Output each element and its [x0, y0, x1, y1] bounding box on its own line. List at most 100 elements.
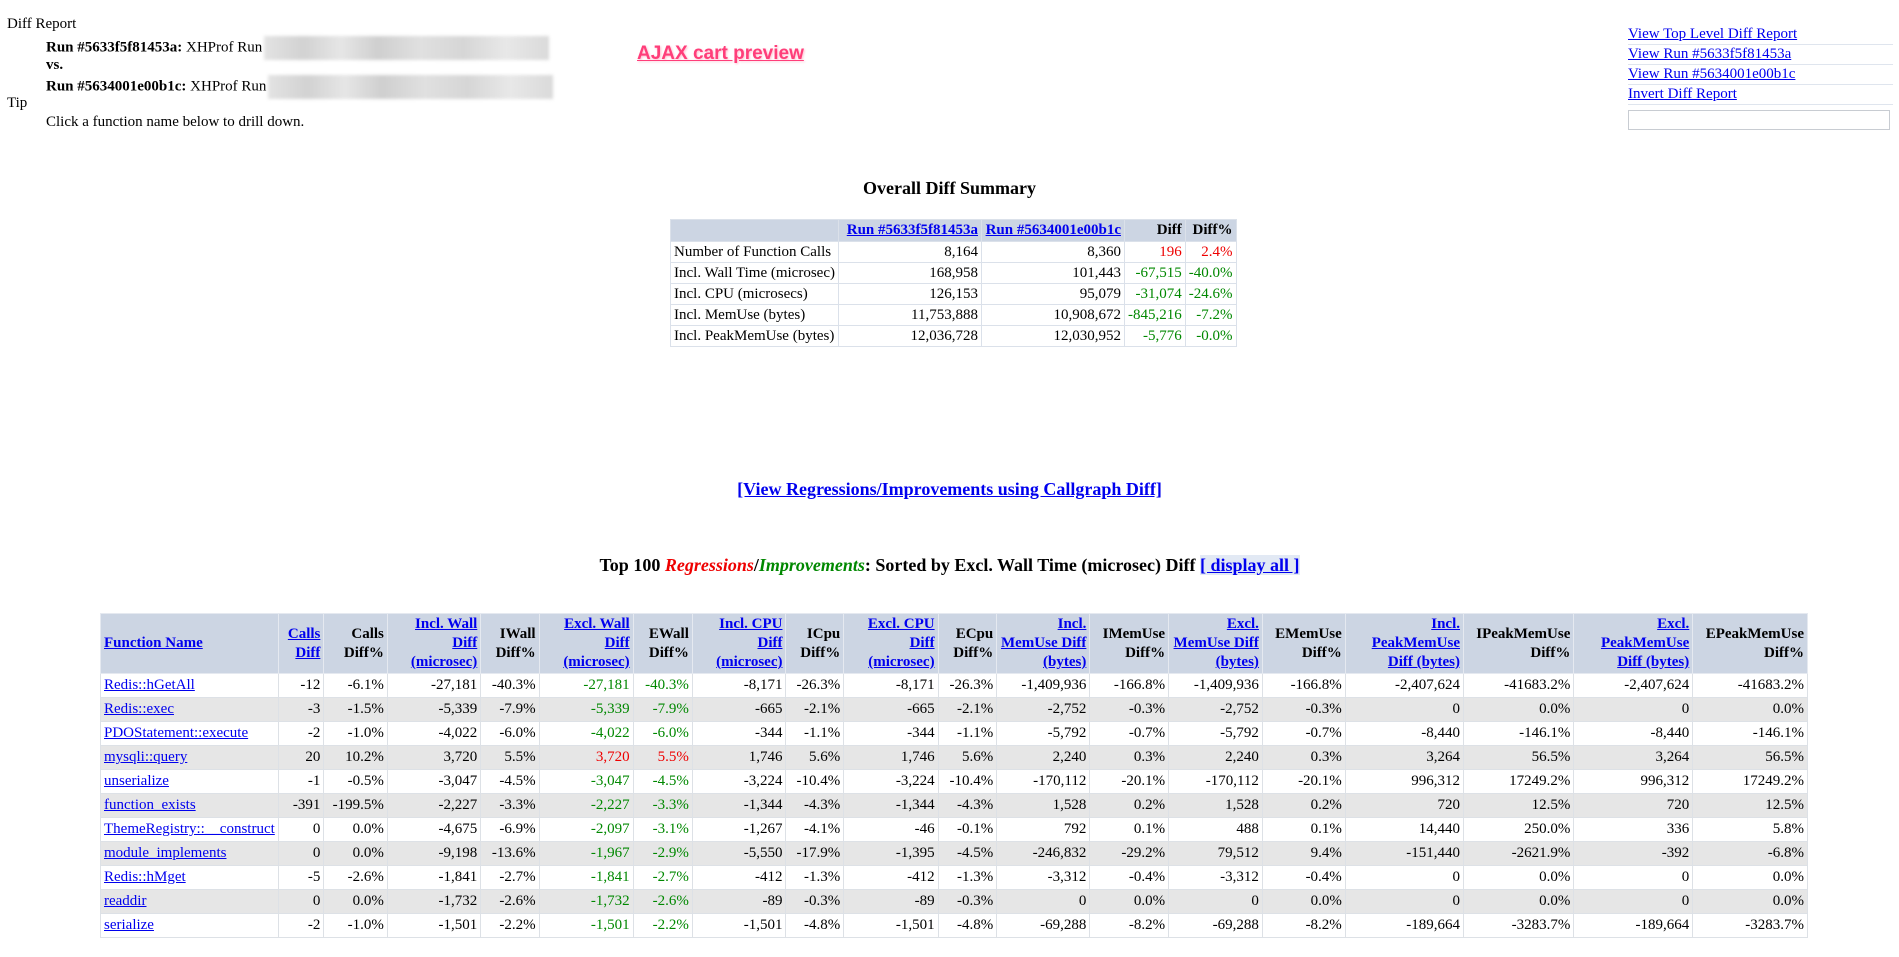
- metric-cell: -344: [843, 721, 939, 746]
- redacted-run1-description: [264, 36, 550, 60]
- column-sort-link[interactable]: Function Name: [104, 635, 203, 651]
- metric-cell: -189,664: [1573, 913, 1694, 938]
- metric-cell: 56.5%: [1462, 745, 1575, 770]
- metric-cell: -8.2%: [1261, 913, 1346, 938]
- run1-description: XHProf Run: [186, 39, 263, 56]
- metric-cell: -89: [843, 889, 939, 914]
- metric-cell: -5,792: [996, 721, 1091, 746]
- metric-cell: 3,720: [386, 745, 482, 770]
- summary-run2-link[interactable]: Run #5634001e00b1c: [985, 222, 1121, 238]
- metric-cell: 0.0%: [1089, 889, 1170, 914]
- function-link[interactable]: unserialize: [104, 773, 169, 789]
- metric-cell: 0: [1573, 865, 1694, 890]
- metric-cell: 0.3%: [1089, 745, 1170, 770]
- summary-diff-value: -5,776: [1124, 325, 1186, 347]
- metric-cell: 1,528: [1168, 793, 1263, 818]
- redacted-run2-description: [268, 75, 554, 99]
- column-header: Incl. Wall Diff (microsec): [386, 613, 482, 674]
- metric-cell: -4,022: [386, 721, 482, 746]
- metric-cell: -2.6%: [632, 889, 693, 914]
- function-link[interactable]: Redis::exec: [104, 701, 174, 717]
- column-sort-link[interactable]: Excl. CPU Diff (microsec): [867, 616, 935, 670]
- metric-cell: -3.3%: [632, 793, 693, 818]
- metric-cell: 5.5%: [480, 745, 540, 770]
- summary-diff-value: -67,515: [1124, 262, 1186, 284]
- metric-cell: -2.1%: [937, 697, 998, 722]
- function-row: mysqli::query 20 10.2% 3,720 5.5% 3,720 5.5% 1,…: [100, 745, 1808, 770]
- column-sort-link[interactable]: Excl. MemUse Diff (bytes): [1173, 616, 1259, 670]
- function-link[interactable]: module_implements: [104, 845, 227, 861]
- metric-cell: -12: [277, 673, 325, 698]
- metric-cell: 0: [1344, 697, 1465, 722]
- summary-row-label: Incl. CPU (microsecs): [670, 283, 839, 305]
- run2-description: XHProf Run: [190, 78, 267, 95]
- display-all-link[interactable]: [ display all ]: [1200, 555, 1300, 575]
- summary-run1-link[interactable]: Run #5633f5f81453a: [846, 222, 978, 238]
- function-link[interactable]: serialize: [104, 917, 154, 933]
- metric-cell: 0.0%: [1462, 865, 1575, 890]
- column-sort-link[interactable]: Excl. Wall Diff (microsec): [563, 616, 630, 670]
- metric-cell: -344: [691, 721, 787, 746]
- function-link[interactable]: Redis::hMget: [104, 869, 186, 885]
- metric-cell: 3,264: [1344, 745, 1465, 770]
- metric-cell: -0.4%: [1261, 865, 1346, 890]
- function-link[interactable]: ThemeRegistry::__construct: [104, 821, 275, 837]
- metric-cell: -4,022: [538, 721, 634, 746]
- metric-cell: 0.0%: [1462, 697, 1575, 722]
- metric-cell: -0.3%: [1089, 697, 1170, 722]
- column-header: ICpu Diff%: [785, 613, 845, 674]
- summary-title: Overall Diff Summary: [863, 178, 1036, 198]
- column-header: Excl. Wall Diff (microsec): [538, 613, 634, 674]
- view-run1-link[interactable]: View Run #5633f5f81453a: [1628, 45, 1893, 65]
- summary-diffpct-value: -0.0%: [1184, 325, 1237, 347]
- metric-cell: -412: [691, 865, 787, 890]
- function-search-input[interactable]: [1628, 110, 1890, 130]
- metric-cell: -3.1%: [632, 817, 693, 842]
- column-sort-link[interactable]: Calls Diff: [287, 625, 321, 661]
- metric-cell: -2.7%: [480, 865, 540, 890]
- metric-cell: -7.9%: [632, 697, 693, 722]
- metric-cell: -2,227: [538, 793, 634, 818]
- metric-cell: -246,832: [996, 841, 1091, 866]
- function-link[interactable]: mysqli::query: [104, 749, 188, 765]
- function-link[interactable]: readdir: [104, 893, 147, 909]
- metric-cell: -3,312: [1168, 865, 1263, 890]
- view-run2-link[interactable]: View Run #5634001e00b1c: [1628, 65, 1893, 85]
- metric-cell: -2,752: [996, 697, 1091, 722]
- metric-cell: -4.5%: [632, 769, 693, 794]
- metric-cell: -17.9%: [785, 841, 845, 866]
- callgraph-diff-link[interactable]: [View Regressions/Improvements using Cal…: [737, 479, 1162, 499]
- function-row: Redis::exec -3 -1.5% -5,339 -7.9% -5,339 -7.9%…: [100, 697, 1808, 722]
- column-header: Excl. MemUse Diff (bytes): [1168, 613, 1263, 674]
- metric-cell: -3,224: [691, 769, 787, 794]
- view-top-level-diff-link[interactable]: View Top Level Diff Report: [1628, 25, 1893, 45]
- metric-cell: -0.3%: [1261, 697, 1346, 722]
- metric-cell: -4,675: [386, 817, 482, 842]
- function-link[interactable]: PDOStatement::execute: [104, 725, 249, 741]
- column-sort-link[interactable]: Incl. PeakMemUse Diff (bytes): [1371, 616, 1460, 670]
- metric-cell: 1,528: [996, 793, 1091, 818]
- metric-cell: -1.1%: [937, 721, 998, 746]
- metric-cell: -166.8%: [1261, 673, 1346, 698]
- ajax-cart-preview-link[interactable]: AJAX cart preview: [637, 43, 804, 64]
- column-sort-link[interactable]: Excl. PeakMemUse Diff (bytes): [1600, 616, 1690, 670]
- column-sort-link[interactable]: Incl. CPU Diff (microsec): [716, 616, 783, 670]
- summary-run2-value: 10,908,672: [981, 304, 1125, 326]
- metric-cell: -2.6%: [323, 865, 388, 890]
- function-link[interactable]: Redis::hGetAll: [104, 677, 195, 693]
- metric-cell: 0: [1573, 697, 1694, 722]
- metric-cell: 2,240: [996, 745, 1091, 770]
- function-name-cell: mysqli::query: [100, 745, 279, 770]
- metric-cell: 20: [277, 745, 325, 770]
- column-sort-link[interactable]: Incl. Wall Diff (microsec): [410, 616, 478, 670]
- function-row: Redis::hGetAll -12 -6.1% -27,181 -40.3% -27,1…: [100, 673, 1808, 698]
- invert-diff-link[interactable]: Invert Diff Report: [1628, 85, 1893, 105]
- heading-prefix: Top 100: [599, 555, 661, 575]
- function-link[interactable]: function_exists: [104, 797, 196, 813]
- metric-cell: 0.0%: [1692, 889, 1808, 914]
- summary-run1-value: 126,153: [838, 283, 982, 305]
- vs-label: vs.: [46, 57, 64, 73]
- column-sort-link[interactable]: Incl. MemUse Diff (bytes): [1000, 616, 1087, 670]
- metric-cell: -2: [277, 721, 325, 746]
- metric-cell: 0.0%: [1692, 865, 1808, 890]
